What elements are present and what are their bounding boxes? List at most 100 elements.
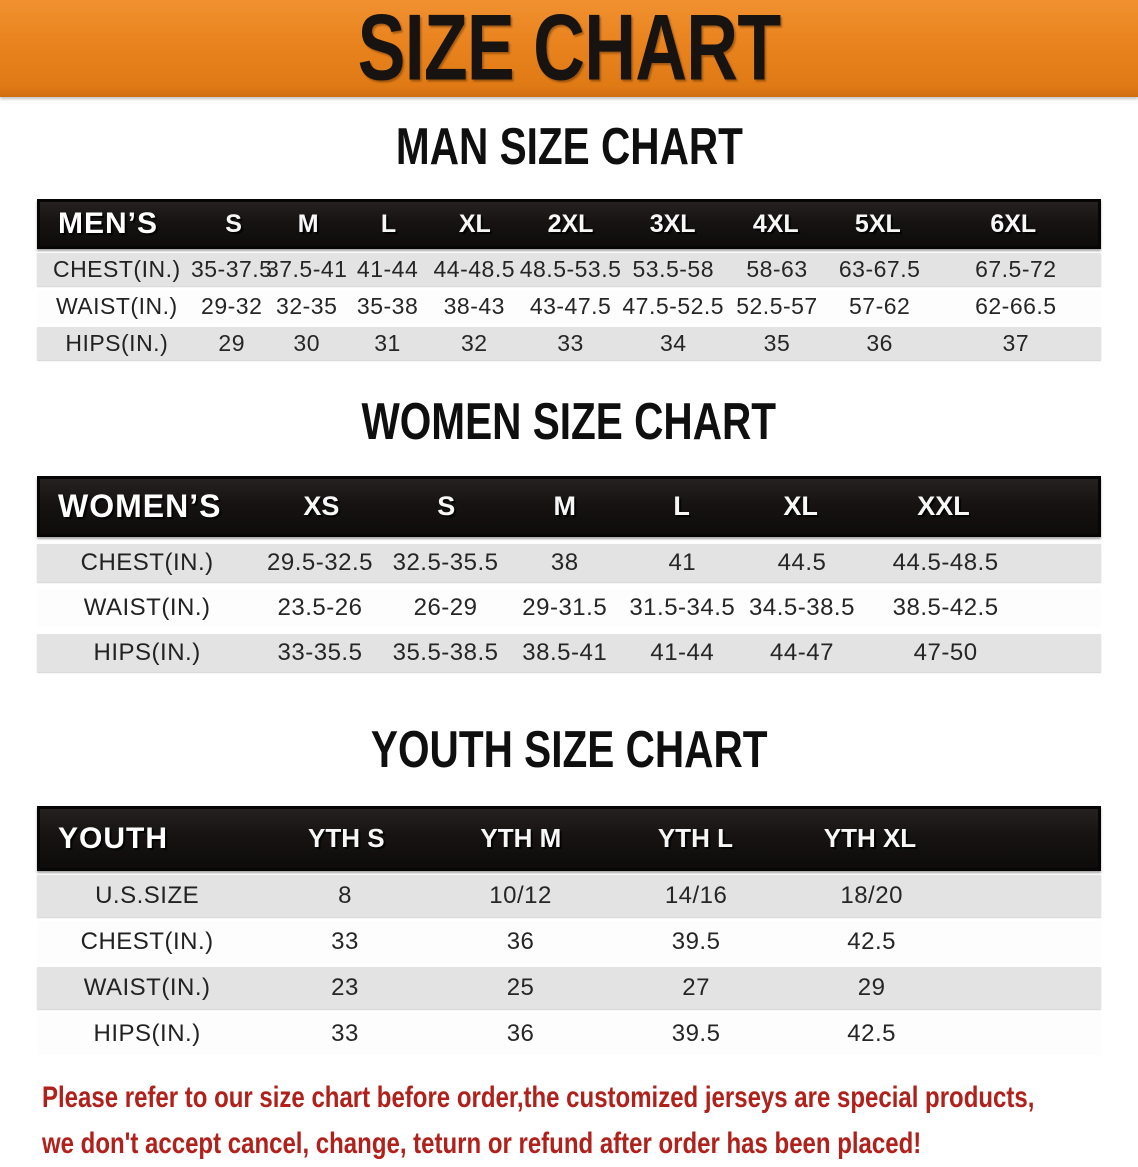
men-waist-label: WAIST(IN.)	[55, 293, 178, 319]
table-cell: 57-62	[848, 293, 911, 319]
men-col-s: S	[225, 209, 242, 238]
youth-col-m: YTH M	[480, 823, 562, 853]
footer-note: Please refer to our size chart before or…	[42, 1075, 1138, 1167]
table-cell: 43-47.5	[529, 293, 612, 319]
women-col-xl: XL	[783, 491, 818, 521]
table-cell: 10/12	[489, 882, 552, 909]
table-cell: 34	[659, 330, 687, 356]
women-col-s: S	[437, 491, 456, 521]
men-col-l: L	[380, 209, 397, 238]
women-row-waist: WAIST(IN.) 23.5-26 26-29 29-31.5 31.5-34…	[37, 589, 1101, 627]
men-col-4xl: 4XL	[752, 209, 799, 238]
women-hips-label: HIPS(IN.)	[93, 639, 201, 666]
youth-chest-label: CHEST(IN.)	[80, 928, 214, 955]
table-cell: 41-44	[356, 256, 419, 282]
youth-row-hips: HIPS(IN.) 33 36 39.5 42.5	[37, 1013, 1101, 1055]
men-chest-label: CHEST(IN.)	[52, 256, 181, 282]
men-col-xl: XL	[458, 209, 491, 238]
table-cell: 35	[763, 330, 791, 356]
women-col-m: M	[553, 491, 577, 521]
table-cell: 32.5-35.5	[392, 549, 499, 576]
table-cell: 18/20	[840, 882, 903, 909]
youth-hips-label: HIPS(IN.)	[93, 1020, 201, 1047]
youth-row-ussize: U.S.SIZE 8 10/12 14/16 18/20	[37, 875, 1101, 917]
women-table-header-row: WOMEN’S XS S M L XL XXL	[37, 476, 1101, 537]
youth-header-label: YOUTH	[58, 821, 168, 855]
men-size-table: MEN’S S M L XL 2XL 3XL 4XL 5XL 6XL CHEST…	[37, 199, 1101, 360]
table-cell: 47-50	[913, 639, 978, 666]
men-col-3xl: 3XL	[649, 209, 696, 238]
men-header-label: MEN’S	[58, 207, 159, 240]
men-col-5xl: 5XL	[854, 209, 901, 238]
table-cell: 41	[668, 549, 697, 576]
table-cell: 33	[331, 928, 359, 955]
youth-waist-label: WAIST(IN.)	[83, 974, 211, 1001]
men-col-2xl: 2XL	[547, 209, 594, 238]
table-cell: 25	[506, 974, 535, 1001]
note-line-1: Please refer to our size chart before or…	[42, 1081, 1035, 1114]
men-table-header-row: MEN’S S M L XL 2XL 3XL 4XL 5XL 6XL	[37, 199, 1101, 249]
table-cell: 31	[374, 330, 401, 356]
table-cell: 36	[506, 1020, 535, 1047]
table-cell: 29-32	[201, 293, 263, 319]
women-col-xs: XS	[303, 491, 340, 521]
women-section-title: WOMEN SIZE CHART	[361, 393, 777, 451]
table-cell: 34.5-38.5	[749, 594, 855, 621]
men-row-waist: WAIST(IN.) 29-32 32-35 35-38 38-43 43-47…	[37, 290, 1101, 323]
page-title: SIZE CHART	[357, 0, 782, 101]
women-col-l: L	[673, 491, 690, 521]
table-cell: 27	[682, 974, 710, 1001]
table-cell: 38-43	[443, 293, 505, 319]
men-section-heading: MAN SIZE CHART	[0, 118, 1138, 181]
table-cell: 29.5-32.5	[267, 549, 373, 576]
men-row-chest: CHEST(IN.) 35-37.5 37.5-41 41-44 44-48.5…	[37, 253, 1101, 286]
table-cell: 36	[506, 928, 535, 955]
table-cell: 23.5-26	[277, 594, 363, 621]
table-cell: 62-66.5	[975, 293, 1057, 319]
youth-section-title: YOUTH SIZE CHART	[370, 721, 768, 779]
youth-ussize-label: U.S.SIZE	[95, 882, 200, 909]
youth-col-l: YTH L	[657, 823, 733, 853]
youth-col-xl: YTH XL	[823, 823, 917, 853]
table-cell: 39.5	[671, 928, 721, 955]
table-cell: 41-44	[650, 639, 715, 666]
men-col-6xl: 6XL	[990, 209, 1037, 238]
note-line-2: we don't accept cancel, change, teturn o…	[42, 1127, 922, 1160]
table-cell: 47.5-52.5	[622, 293, 725, 319]
table-cell: 29-31.5	[522, 594, 608, 621]
women-header-label: WOMEN’S	[58, 488, 222, 524]
men-section-title: MAN SIZE CHART	[395, 118, 743, 176]
table-cell: 29	[218, 330, 245, 356]
table-cell: 38	[550, 549, 579, 576]
table-cell: 23	[331, 974, 359, 1001]
table-cell: 44-48.5	[433, 256, 516, 282]
table-cell: 38.5-41	[522, 639, 608, 666]
table-cell: 35.5-38.5	[392, 639, 499, 666]
banner: SIZE CHART	[0, 0, 1138, 97]
table-cell: 67.5-72	[975, 256, 1057, 282]
women-size-table: WOMEN’S XS S M L XL XXL CHEST(IN.) 29.5-…	[37, 476, 1101, 672]
table-cell: 26-29	[413, 594, 478, 621]
table-cell: 44.5	[777, 549, 827, 576]
youth-col-s: YTH S	[307, 823, 385, 853]
table-cell: 44-47	[770, 639, 834, 666]
women-row-chest: CHEST(IN.) 29.5-32.5 32.5-35.5 38 41 44.…	[37, 544, 1101, 582]
table-cell: 37	[1002, 330, 1030, 356]
table-cell: 53.5-58	[632, 256, 714, 282]
table-cell: 37.5-41	[265, 256, 348, 282]
table-cell: 36	[866, 330, 893, 356]
women-col-xxl: XXL	[917, 491, 970, 521]
table-cell: 48.5-53.5	[519, 256, 622, 282]
men-row-hips: HIPS(IN.) 29 30 31 32 33 34 35 36 37	[37, 327, 1101, 360]
table-cell: 63-67.5	[838, 256, 921, 282]
table-cell: 31.5-34.5	[629, 594, 736, 621]
table-cell: 32	[460, 330, 488, 356]
table-cell: 39.5	[671, 1020, 721, 1047]
table-cell: 30	[293, 330, 320, 356]
table-cell: 33	[331, 1020, 359, 1047]
table-cell: 52.5-57	[736, 293, 818, 319]
youth-size-table: YOUTH YTH S YTH M YTH L YTH XL U.S.SIZE …	[37, 806, 1101, 1055]
table-cell: 29	[857, 974, 886, 1001]
women-row-hips: HIPS(IN.) 33-35.5 35.5-38.5 38.5-41 41-4…	[37, 634, 1101, 672]
